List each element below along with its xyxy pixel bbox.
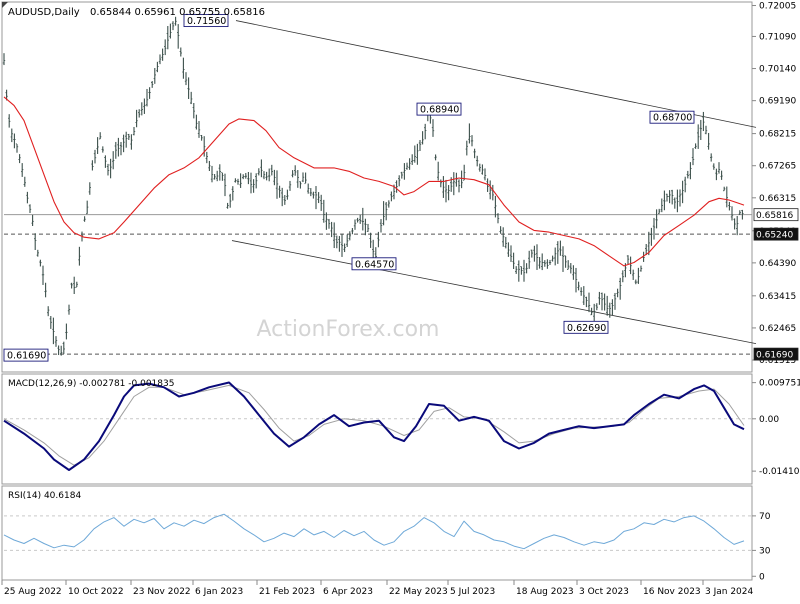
macd-panel-frame <box>1 373 753 485</box>
price-y-tick-label: 0.67265 <box>759 162 796 172</box>
price-y-tick-label: 0.64390 <box>759 259 796 269</box>
price-level-tag <box>753 347 799 361</box>
price-annotation-label: 0.64570 <box>355 259 394 270</box>
watermark: ActionForex.com <box>257 317 440 342</box>
price-annotation-label: 0.62690 <box>567 323 606 334</box>
price-y-tick-label: 0.72005 <box>759 2 796 12</box>
rsi-y-tick-label: 70 <box>759 512 771 522</box>
price-y-tick-label: 0.71090 <box>759 32 796 42</box>
x-tick-label: 22 May 2023 <box>389 587 448 597</box>
price-level-label: 0.61690 <box>756 351 793 361</box>
price-y-tick-label: 0.70140 <box>759 65 796 75</box>
x-tick-label: 6 Jan 2023 <box>195 587 243 597</box>
x-tick-label: 6 Apr 2023 <box>323 587 373 597</box>
price-annotation-box <box>563 320 609 334</box>
price-y-tick-label: 0.62465 <box>759 324 796 334</box>
chart-header-symbol: AUDUSD,Daily <box>8 7 80 18</box>
price-annotation-box <box>183 14 229 28</box>
macd-y-tick-label: -0.014107 <box>759 467 800 477</box>
price-bars <box>2 16 744 356</box>
x-tick-label: 3 Oct 2023 <box>579 587 629 597</box>
x-tick-label: 25 Aug 2022 <box>4 587 62 597</box>
price-level-tag <box>753 208 799 222</box>
price-y-tick-label: 0.63415 <box>759 292 796 302</box>
macd-title: MACD(12,26,9) -0.002781 -0.001835 <box>8 379 174 389</box>
panel-corner-icon <box>2 2 8 8</box>
price-level-tag <box>753 227 799 241</box>
price-level-label: 0.65816 <box>756 211 793 221</box>
price-level-label: 0.65240 <box>756 231 793 241</box>
price-y-tick-label: 0.68215 <box>759 130 796 140</box>
x-tick-label: 16 Nov 2023 <box>643 587 701 597</box>
x-tick-label: 5 Jul 2023 <box>450 587 495 597</box>
price-annotation-label: 0.71560 <box>187 16 226 27</box>
price-annotation-label: 0.61690 <box>7 351 46 362</box>
series-layer <box>2 16 757 550</box>
rsi-line <box>3 513 745 550</box>
macd-y-tick-label: 0.00 <box>759 415 779 425</box>
price-annotation-box <box>416 102 462 116</box>
chart-header-ohlc: 0.65844 0.65961 0.65755 0.65816 <box>90 7 265 18</box>
macd-y-tick-label: 0.009751 <box>759 379 800 389</box>
rsi-panel-frame <box>1 485 753 581</box>
channel-lower-line <box>231 240 757 345</box>
rsi-y-tick-label: 0 <box>759 572 765 582</box>
price-panel-frame <box>1 1 753 373</box>
price-y-tick-label: 0.61515 <box>759 356 796 366</box>
price-y-tick-label: 0.69190 <box>759 97 796 107</box>
macd-line <box>3 381 745 471</box>
price-annotation-label: 0.68700 <box>653 113 692 124</box>
rsi-title: RSI(14) 40.6184 <box>8 491 81 501</box>
price-annotation-box <box>351 257 397 271</box>
price-y-tick-label: 0.66315 <box>759 194 796 204</box>
x-tick-label: 10 Oct 2022 <box>68 587 124 597</box>
price-annotation-box <box>3 348 49 362</box>
macd-signal-line <box>3 384 745 466</box>
x-tick-label: 23 Nov 2022 <box>133 587 191 597</box>
channel-upper-line <box>235 20 757 128</box>
moving-average-line <box>3 96 745 267</box>
price-annotation-label: 0.68940 <box>420 105 459 116</box>
x-tick-label: 3 Jan 2024 <box>705 587 753 597</box>
rsi-y-tick-label: 30 <box>759 546 771 556</box>
x-tick-label: 18 Aug 2023 <box>516 587 574 597</box>
x-tick-label: 21 Feb 2023 <box>259 587 315 597</box>
price-annotation-box <box>649 110 695 124</box>
